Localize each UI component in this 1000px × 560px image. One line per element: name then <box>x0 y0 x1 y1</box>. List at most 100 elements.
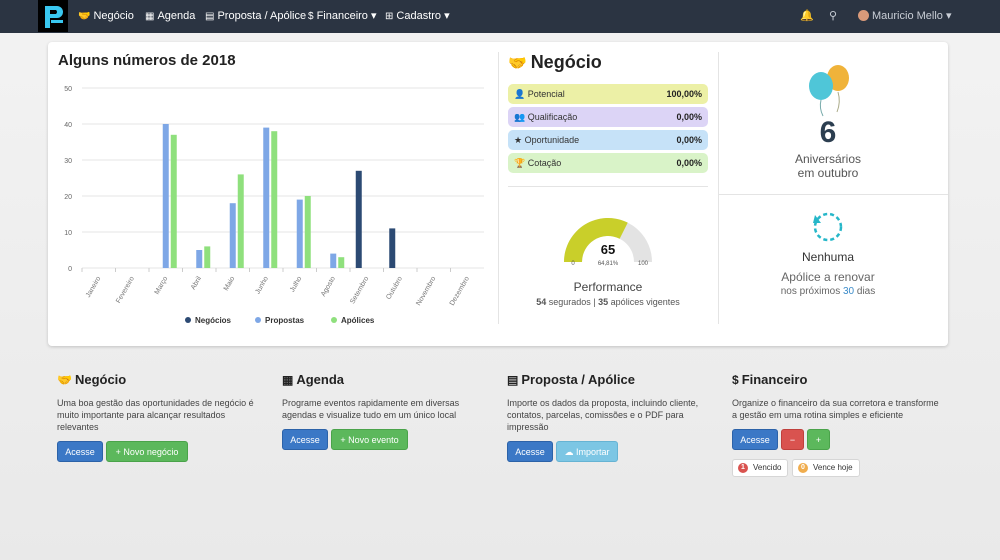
refresh-icon <box>813 212 843 242</box>
bar-propostas <box>196 250 203 268</box>
stage-qualificacao[interactable]: 👥 Qualificação 0,00% <box>508 107 708 127</box>
gauge-min: 0 <box>571 261 575 267</box>
legend-marker <box>185 317 191 323</box>
divider <box>498 52 499 324</box>
nav-financeiro[interactable]: $ Financeiro ▾ <box>308 0 377 33</box>
add-income-button[interactable]: + <box>807 429 830 450</box>
star-icon: ★ <box>514 135 523 145</box>
bar-apólices <box>204 246 211 268</box>
bar-propostas <box>330 253 337 268</box>
legend-label: Negócios <box>195 316 232 325</box>
top-navbar: 🤝 Negócio ▦ Agenda ▤ Proposta / Apólice $ Fi… <box>0 0 1000 33</box>
handshake-icon: 🤝 <box>508 55 527 72</box>
import-button[interactable]: ☁ Importar <box>556 441 618 462</box>
agenda-acesse-button[interactable]: Acesse <box>282 429 328 450</box>
performance-summary: 54 segurados | 35 apólices vigentes <box>536 297 680 307</box>
section-description: Programe eventos rapidamente em diversas… <box>282 398 460 420</box>
nav-agenda[interactable]: ▦ Agenda <box>145 0 195 33</box>
bar-negócios <box>389 228 396 268</box>
x-tick-label: Setembro <box>349 275 370 305</box>
x-tick-label: Junho <box>254 275 270 295</box>
section-negocio: 🤝 Negócio Uma boa gestão das oportunidade… <box>57 372 267 462</box>
legend-marker <box>255 317 261 323</box>
balloons-icon <box>809 65 849 117</box>
divider <box>508 186 708 187</box>
handshake-icon: 🤝 <box>57 373 72 387</box>
divider <box>718 194 948 195</box>
section-agenda: ▦ Agenda Programe eventos rapidamente em … <box>282 372 492 450</box>
nav-proposta-apolice[interactable]: ▤ Proposta / Apólice <box>205 0 306 33</box>
proposta-acesse-button[interactable]: Acesse <box>507 441 553 462</box>
x-tick-label: Julho <box>289 275 303 293</box>
performance-gauge: 65 64,81% 0 100 <box>564 218 652 267</box>
stage-cotacao[interactable]: 🏆 Cotação 0,00% <box>508 153 708 173</box>
section-financeiro: $ Financeiro Organize o financeiro da sua… <box>732 372 942 477</box>
new-negocio-button[interactable]: + Novo negócio <box>106 441 188 462</box>
bar-apólices <box>271 131 278 268</box>
x-tick-label: Novembro <box>415 275 437 307</box>
document-icon: ▤ <box>507 373 519 387</box>
dollar-icon: $ <box>308 11 314 22</box>
bar-apólices <box>304 196 311 268</box>
bar-apólices <box>237 174 244 268</box>
stage-potencial[interactable]: 👤 Potencial 100,00% <box>508 84 708 104</box>
x-tick-label: Maio <box>223 275 237 292</box>
plus-square-icon: ⊞ <box>385 11 394 22</box>
user-menu[interactable]: Mauricio Mello ▾ <box>858 0 952 33</box>
renewal-status: Nenhuma <box>801 250 855 264</box>
y-tick-label: 10 <box>64 230 72 237</box>
legend-marker <box>331 317 337 323</box>
bar-propostas <box>263 127 270 268</box>
x-tick-label: Março <box>154 275 170 295</box>
renewal-period: nos próximos 30 dias <box>780 286 876 297</box>
x-tick-label: Janeiro <box>85 275 103 298</box>
performance-label: Performance <box>573 280 643 294</box>
calendar-icon: ▦ <box>282 373 294 387</box>
search-icon[interactable]: ⚲ <box>829 10 838 22</box>
chart-title: Alguns números de 2018 <box>58 52 236 69</box>
document-icon: ▤ <box>205 11 215 22</box>
bar-propostas <box>296 199 303 268</box>
gauge-percent: 64,81% <box>598 261 619 267</box>
birthday-count[interactable]: 6 <box>819 116 837 149</box>
users-icon: 👥 <box>514 112 526 122</box>
negocio-title: 🤝 Negócio <box>508 52 602 72</box>
bar-negócios <box>355 170 362 268</box>
trophy-icon: 🏆 <box>514 158 526 168</box>
y-tick-label: 50 <box>64 86 72 93</box>
divider <box>718 52 719 324</box>
stage-oportunidade[interactable]: ★ Oportunidade 0,00% <box>508 130 708 150</box>
negocio-acesse-button[interactable]: Acesse <box>57 441 103 462</box>
due-today-badge[interactable]: 0 Vence hoje <box>792 459 860 477</box>
overdue-badge[interactable]: 1 Vencido <box>732 459 788 477</box>
bar-apólices <box>338 257 345 268</box>
birthday-label: Aniversários em outubro <box>794 152 862 180</box>
add-expense-button[interactable]: − <box>781 429 804 450</box>
nav-negocio[interactable]: 🤝 Negócio <box>78 0 134 33</box>
bar-propostas <box>229 203 236 268</box>
bar-apólices <box>170 134 177 268</box>
gauge-fill <box>564 218 628 262</box>
app-logo[interactable] <box>38 0 68 32</box>
financeiro-acesse-button[interactable]: Acesse <box>732 429 778 450</box>
avatar <box>858 10 869 21</box>
handshake-icon: 🤝 <box>78 11 91 22</box>
legend-label: Propostas <box>265 316 305 325</box>
dollar-icon: $ <box>732 373 739 387</box>
section-description: Importe os dados da proposta, incluindo … <box>507 398 699 432</box>
y-tick-label: 40 <box>64 122 72 129</box>
x-tick-label: Dezembro <box>449 275 471 307</box>
gauge-max: 100 <box>638 261 649 267</box>
legend-label: Apólices <box>341 316 375 325</box>
section-proposta: ▤ Proposta / Apólice Importe os dados da … <box>507 372 717 462</box>
x-tick-label: Agosto <box>320 275 337 297</box>
bell-icon[interactable]: 🔔 <box>800 10 814 22</box>
new-evento-button[interactable]: + Novo evento <box>331 429 408 450</box>
y-tick-label: 30 <box>64 158 72 165</box>
user-icon: 👤 <box>514 89 526 99</box>
nav-cadastro[interactable]: ⊞ Cadastro ▾ <box>385 0 450 33</box>
section-description: Uma boa gestão das oportunidades de negó… <box>57 398 254 432</box>
bar-chart: 0 10 20 30 40 50 Janeiro Fevereiro Março Abril Mai… <box>64 86 484 325</box>
bar-propostas <box>162 124 169 268</box>
gauge-value: 65 <box>601 242 615 257</box>
